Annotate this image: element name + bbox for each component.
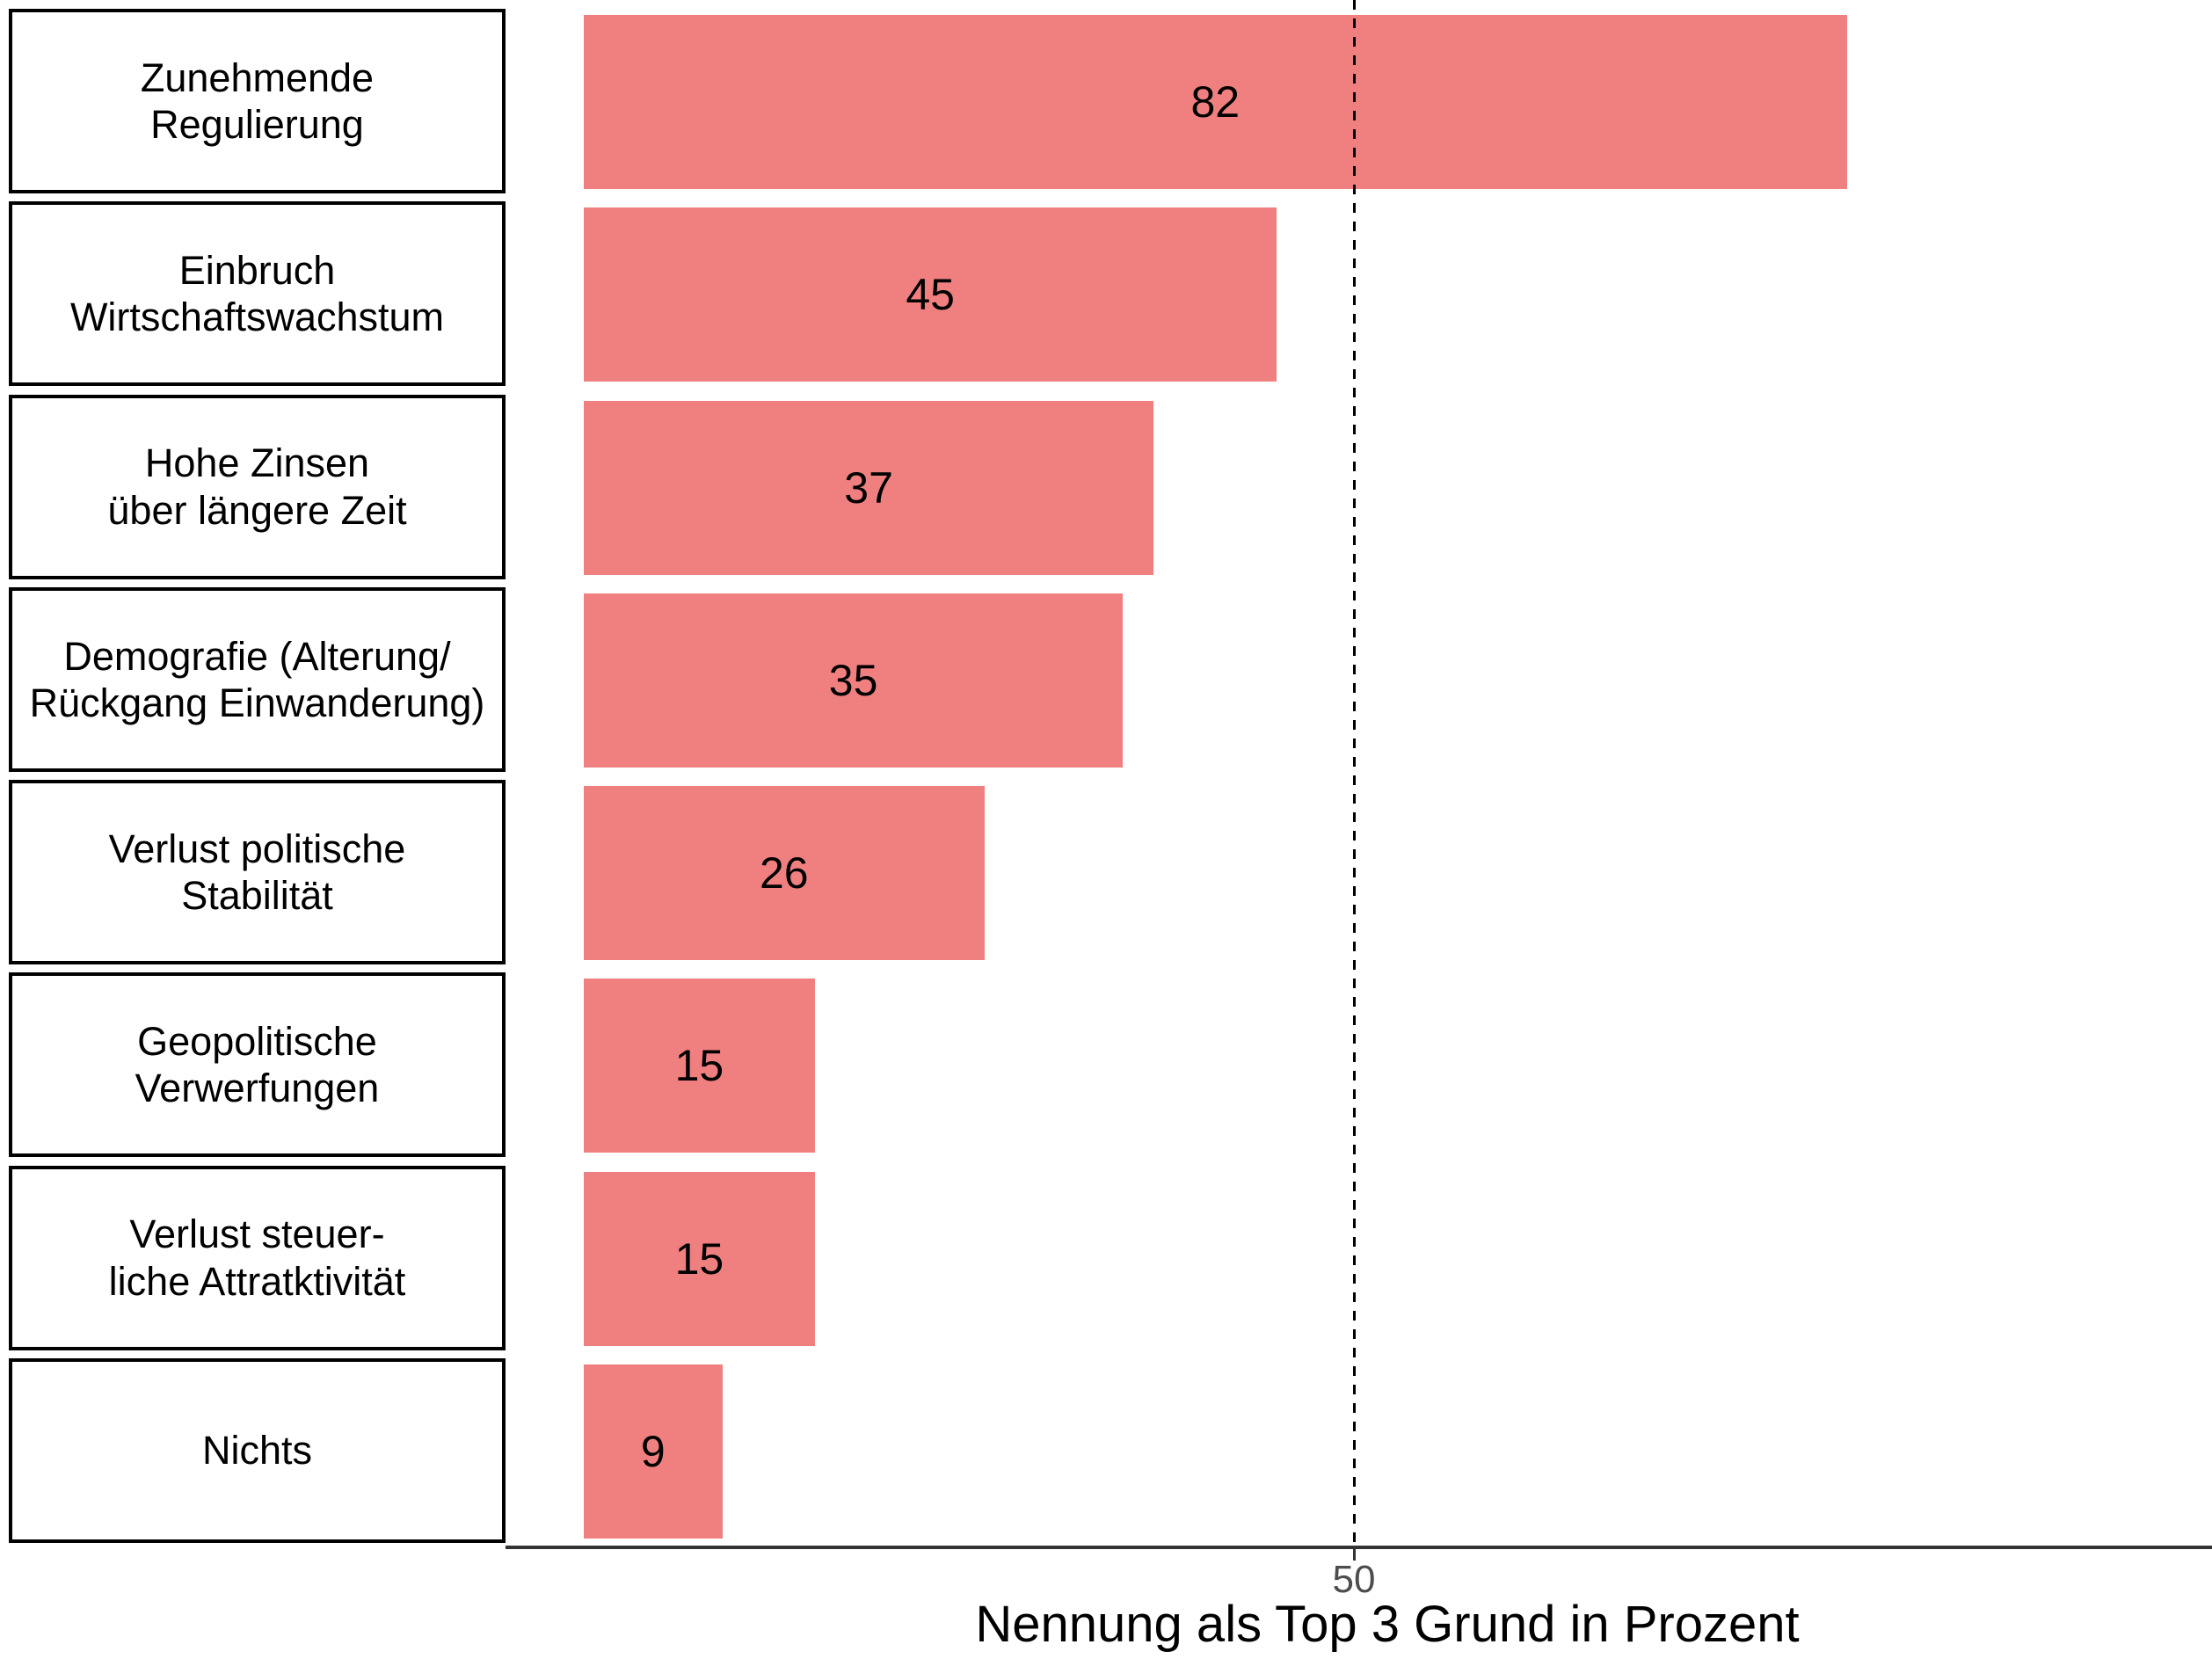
bar xyxy=(584,1171,815,1346)
category-label: Demografie (Alterung/ Rückgang Einwander… xyxy=(29,633,485,725)
category-label-box: Zunehmende Regulierung xyxy=(9,9,506,193)
category-label-box: Verlust politische Stabilität xyxy=(9,780,506,964)
category-label: Geopolitische Verwerfungen xyxy=(135,1019,380,1111)
bar xyxy=(584,1364,723,1539)
category-label-box: Einbruch Wirtschaftswachstum xyxy=(9,201,506,387)
x-axis-tick-label: 50 xyxy=(1332,1558,1376,1601)
x-axis-title: Nennung als Top 3 Grund in Prozent xyxy=(975,1596,1800,1653)
category-label: Zunehmende Regulierung xyxy=(140,55,375,147)
bar-value-label: 35 xyxy=(828,655,878,705)
bar xyxy=(584,15,1847,189)
category-label-box: Verlust steuer- liche Attratktivität xyxy=(9,1165,506,1350)
bar xyxy=(584,786,985,960)
category-label: Verlust steuer- liche Attratktivität xyxy=(108,1212,406,1304)
bar-value-label: 82 xyxy=(1190,77,1241,127)
x-axis-line xyxy=(506,1546,2212,1549)
bar-value-label: 15 xyxy=(674,1041,724,1091)
category-label-box: Geopolitische Verwerfungen xyxy=(9,972,506,1158)
reference-line-50 xyxy=(1352,0,1356,1547)
bar xyxy=(584,207,1277,382)
bar-value-label: 26 xyxy=(759,848,809,898)
bar-value-label: 37 xyxy=(844,462,893,513)
bar xyxy=(584,400,1154,575)
category-label-box: Demografie (Alterung/ Rückgang Einwander… xyxy=(9,586,506,772)
category-label-box: Hohe Zinsen über längere Zeit xyxy=(9,394,506,579)
bar-value-label: 15 xyxy=(674,1233,724,1284)
category-label: Nichts xyxy=(201,1428,313,1473)
bar xyxy=(584,593,1124,768)
category-label-box: Nichts xyxy=(9,1357,506,1543)
category-label: Verlust politische Stabilität xyxy=(108,826,406,918)
bar-value-label: 45 xyxy=(906,270,955,320)
bar xyxy=(584,979,815,1153)
bar-value-label: 9 xyxy=(640,1426,666,1476)
category-label: Hohe Zinsen über längere Zeit xyxy=(107,440,407,533)
category-label: Einbruch Wirtschaftswachstum xyxy=(69,248,445,340)
x-axis-tick-50 xyxy=(1352,1549,1356,1561)
